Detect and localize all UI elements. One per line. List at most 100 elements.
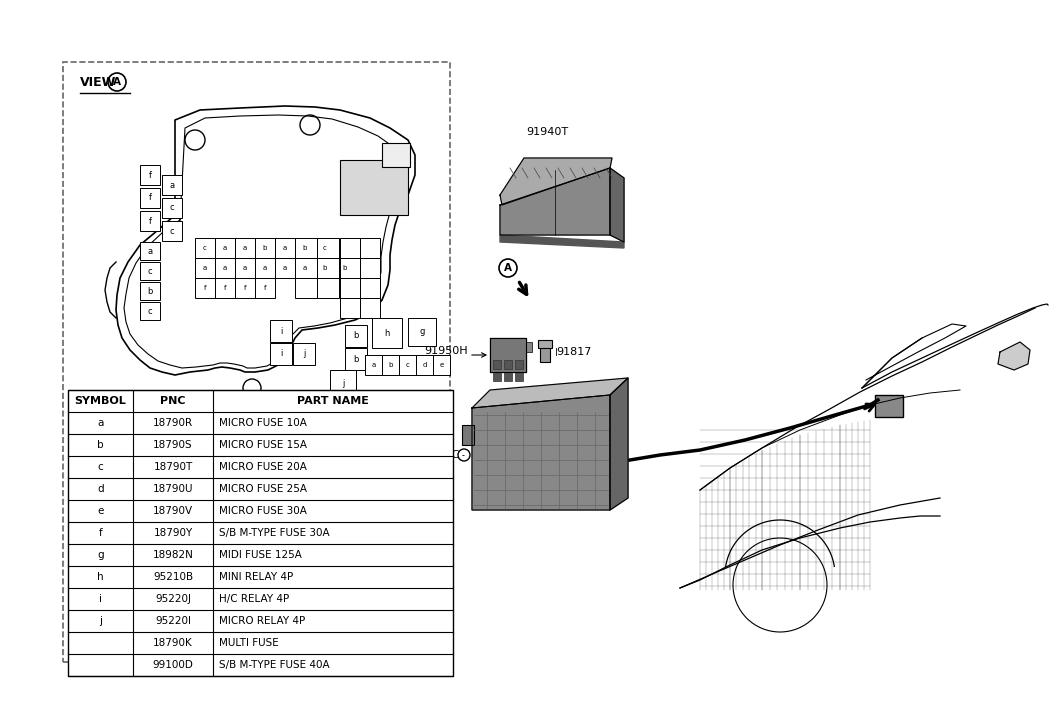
Bar: [215, 278, 235, 298]
Bar: [408, 318, 436, 346]
Text: e: e: [439, 362, 443, 368]
Bar: [340, 278, 360, 298]
Text: g: g: [97, 550, 104, 560]
Text: b: b: [353, 332, 358, 340]
Bar: [296, 278, 317, 298]
Text: b: b: [303, 245, 307, 251]
Bar: [340, 238, 360, 258]
Bar: [235, 258, 255, 278]
Text: b: b: [388, 362, 392, 368]
Text: MICRO FUSE 10A: MICRO FUSE 10A: [219, 418, 307, 428]
Text: MICRO FUSE 30A: MICRO FUSE 30A: [219, 506, 307, 516]
Bar: [235, 278, 255, 298]
Bar: [340, 258, 360, 278]
Text: MIDI FUSE 125A: MIDI FUSE 125A: [219, 550, 302, 560]
Bar: [382, 355, 399, 375]
Text: S/B M-TYPE FUSE 40A: S/B M-TYPE FUSE 40A: [219, 660, 330, 670]
Bar: [526, 342, 532, 352]
Text: e: e: [98, 506, 104, 516]
Bar: [275, 238, 296, 258]
Text: b: b: [342, 265, 348, 271]
Bar: [195, 278, 215, 298]
Text: a: a: [263, 265, 267, 271]
Bar: [514, 360, 523, 369]
Text: f: f: [204, 285, 206, 291]
Text: SYMBOL: SYMBOL: [74, 396, 126, 406]
Bar: [162, 221, 182, 241]
Bar: [540, 346, 550, 362]
Text: f: f: [149, 217, 152, 225]
Text: f: f: [243, 285, 247, 291]
Bar: [162, 198, 182, 218]
Bar: [875, 395, 902, 417]
Text: 18790T: 18790T: [153, 462, 192, 472]
Bar: [335, 258, 355, 278]
Text: 18790R: 18790R: [153, 418, 193, 428]
Text: 95220J: 95220J: [155, 594, 191, 604]
Text: c: c: [323, 245, 327, 251]
Bar: [255, 238, 275, 258]
Text: MICRO FUSE 25A: MICRO FUSE 25A: [219, 484, 307, 494]
Bar: [255, 258, 275, 278]
Polygon shape: [500, 158, 612, 205]
Text: 95210B: 95210B: [153, 572, 193, 582]
Text: H/C RELAY 4P: H/C RELAY 4P: [219, 594, 289, 604]
Text: 18982N: 18982N: [153, 550, 193, 560]
Text: b: b: [353, 355, 358, 364]
Bar: [493, 372, 501, 381]
Bar: [330, 370, 356, 396]
Bar: [296, 238, 315, 258]
Text: 91817: 91817: [556, 347, 591, 357]
Text: c: c: [148, 307, 152, 316]
Bar: [365, 355, 382, 375]
Text: 91950H: 91950H: [424, 346, 468, 356]
Text: c: c: [170, 227, 174, 236]
Text: i: i: [280, 326, 282, 335]
Text: d: d: [422, 362, 426, 368]
Text: S/B M-TYPE FUSE 30A: S/B M-TYPE FUSE 30A: [219, 528, 330, 538]
Bar: [317, 258, 339, 278]
Text: i: i: [99, 594, 102, 604]
Text: MICRO RELAY 4P: MICRO RELAY 4P: [219, 616, 305, 626]
Text: PART NAME: PART NAME: [297, 396, 369, 406]
Bar: [504, 360, 512, 369]
Bar: [340, 160, 408, 215]
Text: VIEW: VIEW: [80, 76, 116, 89]
Polygon shape: [998, 342, 1030, 370]
Bar: [140, 242, 161, 260]
Polygon shape: [610, 378, 628, 510]
Bar: [462, 425, 474, 445]
Bar: [372, 318, 402, 348]
Bar: [140, 282, 161, 300]
Text: 99100D: 99100D: [153, 660, 193, 670]
Text: a: a: [203, 265, 207, 271]
Text: g: g: [419, 327, 425, 337]
Bar: [162, 175, 182, 195]
Bar: [345, 348, 367, 370]
Text: j: j: [303, 350, 305, 358]
Text: 18790K: 18790K: [153, 638, 192, 648]
Text: A: A: [113, 77, 121, 87]
Text: b: b: [97, 440, 104, 450]
Bar: [399, 355, 416, 375]
Bar: [315, 238, 335, 258]
Bar: [296, 258, 317, 278]
Bar: [433, 355, 450, 375]
Polygon shape: [610, 168, 624, 242]
Text: f: f: [149, 193, 152, 203]
Text: b: b: [323, 265, 327, 271]
Bar: [63, 62, 450, 662]
Text: 1327AC: 1327AC: [417, 450, 460, 460]
Bar: [215, 238, 235, 258]
Bar: [345, 325, 367, 347]
Text: A: A: [504, 263, 512, 273]
Text: a: a: [148, 246, 153, 255]
Text: 91940T: 91940T: [526, 127, 568, 137]
Text: PNC: PNC: [161, 396, 186, 406]
Text: f: f: [264, 285, 266, 291]
Bar: [360, 298, 379, 318]
Text: a: a: [242, 245, 247, 251]
Bar: [382, 143, 410, 167]
Text: c: c: [203, 245, 207, 251]
Bar: [68, 390, 453, 676]
